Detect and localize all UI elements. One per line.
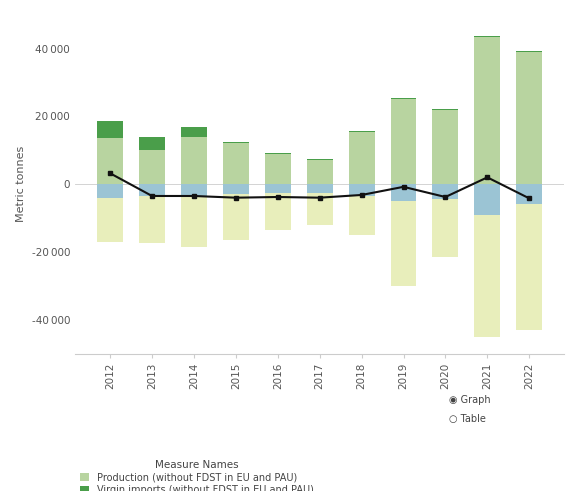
Bar xyxy=(265,192,291,230)
Bar xyxy=(433,184,458,199)
Bar xyxy=(223,143,249,184)
Bar xyxy=(223,142,249,143)
Bar xyxy=(97,184,123,198)
Bar xyxy=(391,100,416,184)
Bar xyxy=(391,98,416,100)
Bar xyxy=(306,192,333,225)
Bar xyxy=(223,194,249,240)
Bar xyxy=(348,131,374,132)
Bar xyxy=(348,184,374,196)
Bar xyxy=(265,153,291,154)
Bar xyxy=(139,196,165,244)
Legend: Production (without FDST in EU and PAU), Virgin imports (without FDST in EU and : Production (without FDST in EU and PAU),… xyxy=(79,460,314,491)
Bar xyxy=(306,160,333,161)
Bar xyxy=(181,184,207,196)
Bar xyxy=(474,184,501,215)
Bar xyxy=(97,198,123,242)
Bar xyxy=(181,196,207,247)
Bar xyxy=(516,51,542,52)
Bar xyxy=(433,199,458,257)
Bar xyxy=(265,184,291,192)
Bar xyxy=(265,154,291,184)
Text: ◉ Graph: ◉ Graph xyxy=(449,395,491,405)
Bar xyxy=(474,36,501,37)
Bar xyxy=(223,184,249,194)
Bar xyxy=(97,121,123,138)
Bar xyxy=(181,127,207,136)
Bar xyxy=(516,204,542,330)
Bar xyxy=(306,161,333,184)
Bar xyxy=(516,52,542,184)
Bar xyxy=(306,184,333,192)
Text: ○ Table: ○ Table xyxy=(449,414,486,424)
Bar xyxy=(516,184,542,204)
Bar xyxy=(474,215,501,337)
Bar xyxy=(433,109,458,184)
Bar xyxy=(181,136,207,184)
Bar xyxy=(391,201,416,286)
Bar xyxy=(391,184,416,201)
Bar xyxy=(139,136,165,150)
Y-axis label: Metric tonnes: Metric tonnes xyxy=(16,146,26,222)
Bar xyxy=(139,184,165,196)
Bar xyxy=(474,37,501,184)
Bar xyxy=(97,138,123,184)
Bar xyxy=(348,196,374,235)
Bar xyxy=(348,132,374,184)
Bar xyxy=(139,150,165,184)
